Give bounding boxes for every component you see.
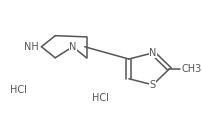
Text: S: S xyxy=(150,80,156,90)
Text: HCl: HCl xyxy=(10,85,27,95)
Text: NH: NH xyxy=(24,42,39,52)
Text: CH3: CH3 xyxy=(181,64,202,74)
Text: HCl: HCl xyxy=(92,93,109,103)
Text: N: N xyxy=(69,42,76,52)
Text: N: N xyxy=(149,48,157,58)
